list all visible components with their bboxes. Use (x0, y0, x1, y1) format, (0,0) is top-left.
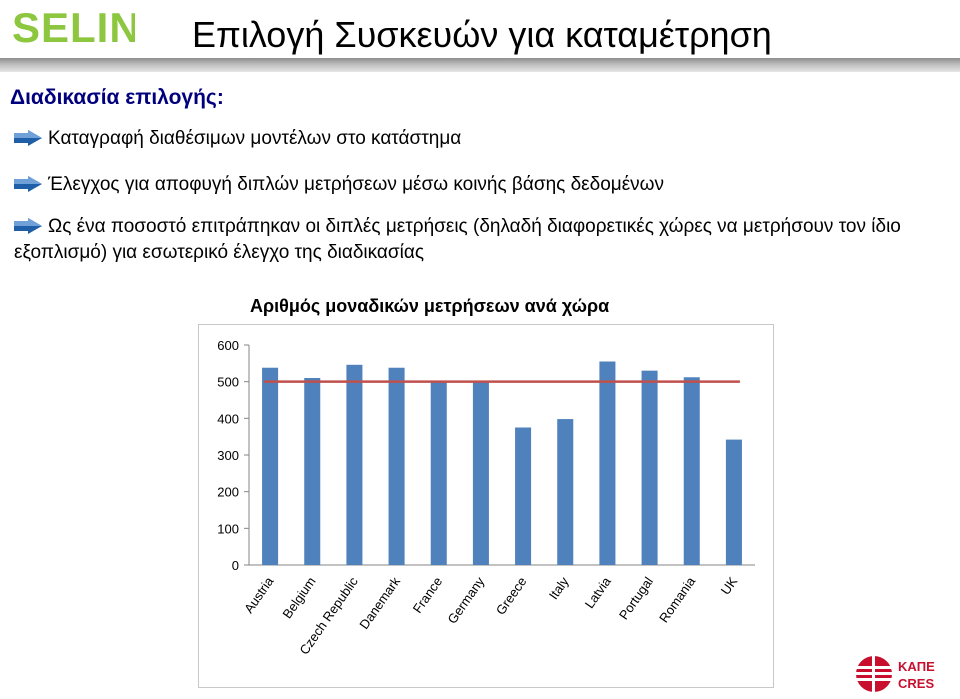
x-tick-label: Italy (546, 574, 572, 603)
y-tick-label: 0 (232, 558, 239, 573)
bullet-2-text: Έλεγχος για αποφυγή διπλών μετρήσεων μέσ… (48, 174, 665, 195)
chart-title: Αριθμός μοναδικών μετρήσεων ανά χώρα (250, 296, 610, 316)
x-tick-label: Portugal (616, 574, 656, 622)
x-tick-label: Romania (656, 573, 699, 625)
x-tick-label: France (410, 574, 445, 616)
cres-logo: ΚΑΠΕ CRES (852, 654, 952, 694)
y-tick-label: 400 (217, 411, 239, 426)
x-tick-label: Danemark (356, 574, 403, 632)
bar (515, 427, 532, 565)
cres-logo-text-top: ΚΑΠΕ (898, 659, 935, 674)
chart-area: 0 100 200 300 400 500 600 Austria Belgium Czech R… (198, 324, 774, 688)
bar (599, 361, 616, 565)
selina-logo: SELINA (10, 2, 171, 51)
bar (683, 377, 700, 565)
bar (388, 367, 405, 565)
bar (346, 364, 363, 565)
y-tick-label: 600 (217, 338, 239, 353)
bar (557, 419, 574, 565)
bullet-3: Ως ένα ποσοστό επιτράπηκαν οι διπλές μετ… (14, 214, 944, 266)
bar (725, 439, 742, 565)
bar (430, 381, 447, 565)
y-tick-label: 500 (217, 375, 239, 390)
cres-logo-text-bottom: CRES (898, 676, 934, 691)
section-heading: Διαδικασία επιλογής: (10, 86, 224, 109)
y-tick-label: 300 (217, 448, 239, 463)
x-tick-label: Belgium (279, 574, 318, 621)
title-rule (0, 58, 960, 72)
bullet-2: Έλεγχος για αποφυγή διπλών μετρήσεων μέσ… (14, 174, 664, 196)
arrow-bullet-icon (14, 176, 42, 192)
bar (472, 381, 489, 565)
bullet-3-text: Ως ένα ποσοστό επιτράπηκαν οι διπλές μετ… (14, 216, 901, 263)
y-tick-label: 200 (217, 485, 239, 500)
x-tick-label: Latvia (582, 573, 615, 611)
bar (641, 370, 658, 565)
page-title: Επιλογή Συσκευών για καταμέτρηση (192, 14, 772, 55)
y-tick-label: 100 (217, 521, 239, 536)
bullet-1: Καταγραφή διαθέσιμων μοντέλων στο κατάστ… (14, 128, 461, 150)
x-tick-label: Germany (444, 574, 487, 627)
x-tick-label: Austria (241, 573, 277, 615)
arrow-bullet-icon (14, 218, 42, 234)
bar (262, 367, 279, 565)
arrow-bullet-icon (14, 130, 42, 146)
bar (304, 378, 321, 565)
bullet-1-text: Καταγραφή διαθέσιμων μοντέλων στο κατάστ… (48, 128, 462, 149)
x-tick-label: UK (718, 574, 741, 598)
x-tick-label: Greece (493, 574, 530, 618)
logo-text: SELINA (12, 4, 135, 50)
